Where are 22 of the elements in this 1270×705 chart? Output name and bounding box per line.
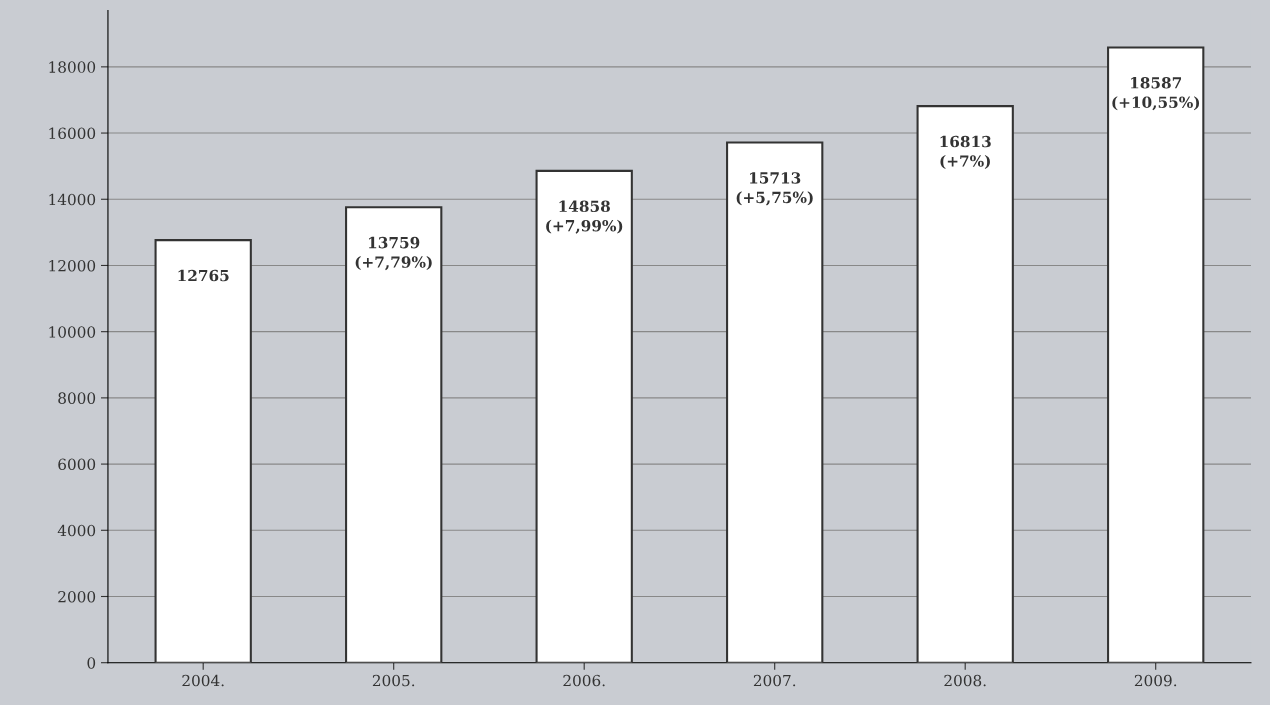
data-label: 15713 (+5,75%) xyxy=(736,172,813,206)
x-tick-label: 2008. xyxy=(944,674,986,687)
data-label: 18587 (+10,55%) xyxy=(1112,77,1200,111)
data-label: 14858 (+7,99%) xyxy=(546,200,623,234)
data-label: 12765 xyxy=(178,269,229,282)
y-tick-label: 2000 xyxy=(58,590,96,603)
y-tick-label: 8000 xyxy=(58,392,96,404)
y-tick-label: 0 xyxy=(87,657,96,669)
y-tick-label: 12000 xyxy=(49,259,96,272)
x-tick-label: 2007. xyxy=(753,674,796,687)
data-label: 16813 (+7%) xyxy=(940,135,991,169)
y-tick-label: 10000 xyxy=(49,326,96,338)
y-tick-label: 14000 xyxy=(49,193,96,206)
x-tick-label: 2005. xyxy=(372,674,415,687)
data-label: 13759 (+7,79%) xyxy=(355,236,432,271)
x-tick-label: 2006. xyxy=(563,674,605,687)
y-tick-label: 4000 xyxy=(57,524,96,537)
y-tick-label: 6000 xyxy=(58,458,96,471)
x-tick-label: 2009. xyxy=(1134,674,1177,687)
x-tick-label: 2004. xyxy=(182,674,224,687)
y-tick-label: 18000 xyxy=(49,61,96,73)
y-tick-label: 16000 xyxy=(49,127,96,140)
